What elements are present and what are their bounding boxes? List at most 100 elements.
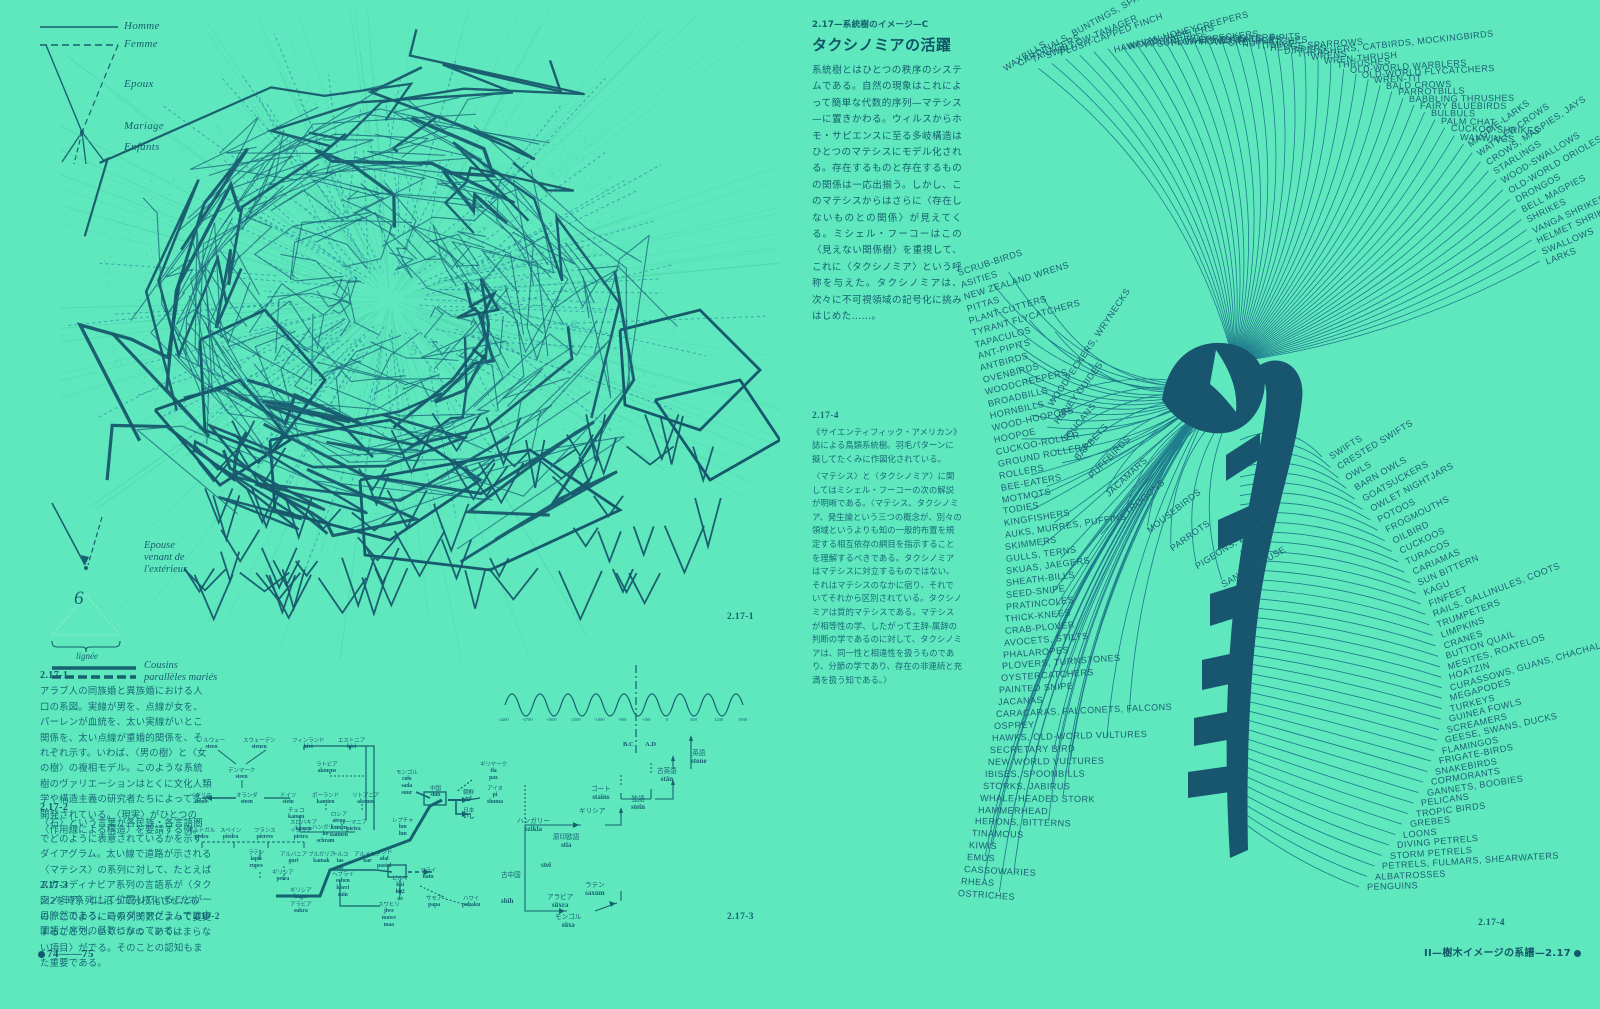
time-node: shih — [501, 897, 513, 905]
folio-right-text: II—樹木イメージの系譜—2.17 — [1424, 948, 1572, 959]
time-node: stei — [541, 861, 551, 869]
bird-taxon-label: SECRETARY BIRD — [989, 743, 1076, 755]
language-node: ラトビア akmens — [316, 762, 338, 775]
language-node-kana: マライ — [420, 868, 437, 874]
note-body: アラブ人の同族婚と異族婚における人口の系図。実線が男を、点線が女を、パーレンが血… — [40, 686, 212, 837]
language-node: ドイツ stein — [280, 793, 296, 806]
language-node-kana: ヘブライ — [332, 872, 354, 878]
avian-phylogeny-feather-diagram: WAXBILLS CARDINALS, BUNTINGS, SPARROWS TAN… — [930, 0, 1600, 1009]
legend-label-mariage: Mariage — [124, 120, 164, 132]
language-node-roman: いし — [463, 814, 475, 821]
language-node-roman: kamen — [295, 826, 312, 833]
time-node-roman: stia — [560, 841, 572, 849]
time-node-kana: 古英語 — [657, 767, 677, 775]
language-node-kana: サモア — [426, 896, 443, 902]
foucault-quote-note: 〈マテシス〉と〈タクシノミア〉に関してはミシェル・フーコーの次の解説が明晰である… — [812, 471, 962, 685]
language-node-roman: kivi — [347, 744, 356, 751]
time-node-kana: モンゴル — [555, 913, 582, 921]
language-node: ギリシア petra — [272, 870, 294, 883]
bird-taxon-label: WHALE-HEADED STORK — [980, 792, 1096, 804]
time-node: モンゴル sūxə — [555, 913, 581, 929]
section-label: 2.17—系統樹のイメージ—C — [812, 20, 929, 30]
language-node-kana: フランス — [254, 828, 276, 834]
language-node-roman: sukra — [293, 908, 308, 915]
time-axis-tick: -2500 — [570, 717, 581, 722]
language-node-roman: kar — [363, 858, 372, 865]
language-node-kana: スロバキア — [290, 820, 317, 826]
language-node-kana: スペイン — [220, 828, 242, 834]
language-node: アルバニア guri — [280, 852, 307, 865]
time-axis-tick: 1200 — [714, 717, 724, 722]
language-node-kana: スウェーデン — [243, 738, 276, 744]
language-node-roman: akmuo — [357, 799, 374, 806]
bird-taxon-label: NEW-WORLD VULTURES — [987, 755, 1105, 767]
language-node-kana: フィンランド — [292, 738, 325, 744]
note-caption: 2.17-1 — [40, 670, 69, 681]
time-axis-tick: -4200 — [498, 717, 509, 722]
language-node: ノルウェー steen — [198, 738, 225, 751]
language-node: ポーランド kamien — [312, 793, 339, 806]
time-node-roman: shih — [501, 897, 514, 905]
language-node: レプチャ lun lun — [392, 818, 414, 838]
language-node-roman: piedra — [222, 834, 239, 841]
time-node-kana: 英語 — [692, 749, 706, 757]
language-node-kana: イギリス — [190, 793, 212, 799]
time-node-kana: 独語 — [631, 795, 645, 803]
time-node-roman: szikla — [524, 825, 543, 833]
language-node: ハワイ pohaku — [462, 896, 480, 909]
language-node-kana: ロシア — [330, 812, 347, 818]
time-node: 古中国 — [501, 871, 521, 879]
language-node: スロバキア kamen — [290, 820, 317, 833]
language-node-kana: ブルガリア — [308, 852, 335, 858]
time-node-kana: ゴート — [591, 785, 611, 793]
kinship-notation-legend: Homme Femme Epoux Mariage Enfants — [36, 10, 246, 170]
language-node-roman: lun lun — [398, 824, 407, 837]
language-node-kana: 日本 — [463, 808, 475, 814]
language-node: チェコ kamen — [288, 808, 304, 821]
section-body: 系統樹とはひとつの秩序のシステムである。自然の現象はこれによって簡単な代数的序列… — [812, 65, 962, 323]
language-node: アイヌ pi shuma — [487, 786, 503, 806]
time-axis-tick: -900 — [618, 717, 627, 722]
svg-text:5: 5 — [410, 343, 418, 359]
time-node: 英語 stone — [691, 749, 707, 765]
language-node-kana: アラビア — [290, 902, 312, 908]
language-node-roman: kamen — [288, 814, 305, 821]
language-node-roman: eeben kheri zain — [335, 878, 350, 898]
language-node: 朝鮮 tol — [463, 790, 474, 803]
time-node-kana: ハンガリー — [517, 817, 550, 825]
time-node: ゴート stains — [591, 785, 611, 801]
svg-text:1: 1 — [330, 368, 338, 384]
language-node: モンゴル colo sada suur — [396, 770, 418, 796]
language-node-roman: afal pastal — [376, 856, 392, 869]
language-node-roman: shih — [430, 792, 441, 799]
time-axis-tick: -3000 — [546, 717, 557, 722]
language-node: デンマーク steen — [228, 768, 255, 781]
era-bc: B.C — [623, 741, 634, 748]
language-node-roman: tas tas — [336, 858, 344, 871]
note-body: 《サイエンティフィック・アメリカン》誌による鳥類系統樹。羽毛パターンに擬してたく… — [812, 426, 962, 464]
time-node: ラテン saxum — [585, 881, 605, 897]
language-node-roman: ko schram — [316, 831, 335, 844]
language-node-roman: steen — [235, 774, 248, 781]
language-node: インド afal pastal — [376, 850, 392, 870]
kinship-network-diagram: 2 0 5 4 3 1 — [0, 0, 882, 693]
language-node: エストニア kivi — [338, 738, 365, 751]
time-axis-tick: -1800 — [594, 717, 605, 722]
language-node-roman: kki kk2 de — [395, 882, 405, 902]
legend-label-homme: Homme — [124, 20, 160, 32]
bird-taxon-label: PENGUINS — [1366, 880, 1419, 892]
note-caption: 2.17-2 — [40, 802, 69, 813]
language-node: ポルトガル pedra — [188, 828, 215, 841]
note-caption: 2.17-4 — [812, 411, 839, 421]
language-node: スウェーデン stenen — [243, 738, 276, 751]
language-node-kana: ラテン — [248, 850, 265, 856]
language-node: リトアニア akmuo — [352, 793, 379, 806]
language-node-kana: トルコ — [332, 852, 349, 858]
note-body: 図2を時系列に沿って分枝化させたもの。このように時系列関数によって変更することで… — [40, 896, 212, 970]
language-node-kana: ギリシア — [272, 870, 294, 876]
legend-label-lignee: lignée — [76, 651, 98, 661]
language-node-roman: kivi — [303, 744, 313, 751]
lineage-number: 6 — [74, 588, 84, 609]
language-node: ヘブライ eeben kheri zain — [332, 872, 354, 898]
language-node-roman: atena kamen kamien — [330, 818, 348, 838]
